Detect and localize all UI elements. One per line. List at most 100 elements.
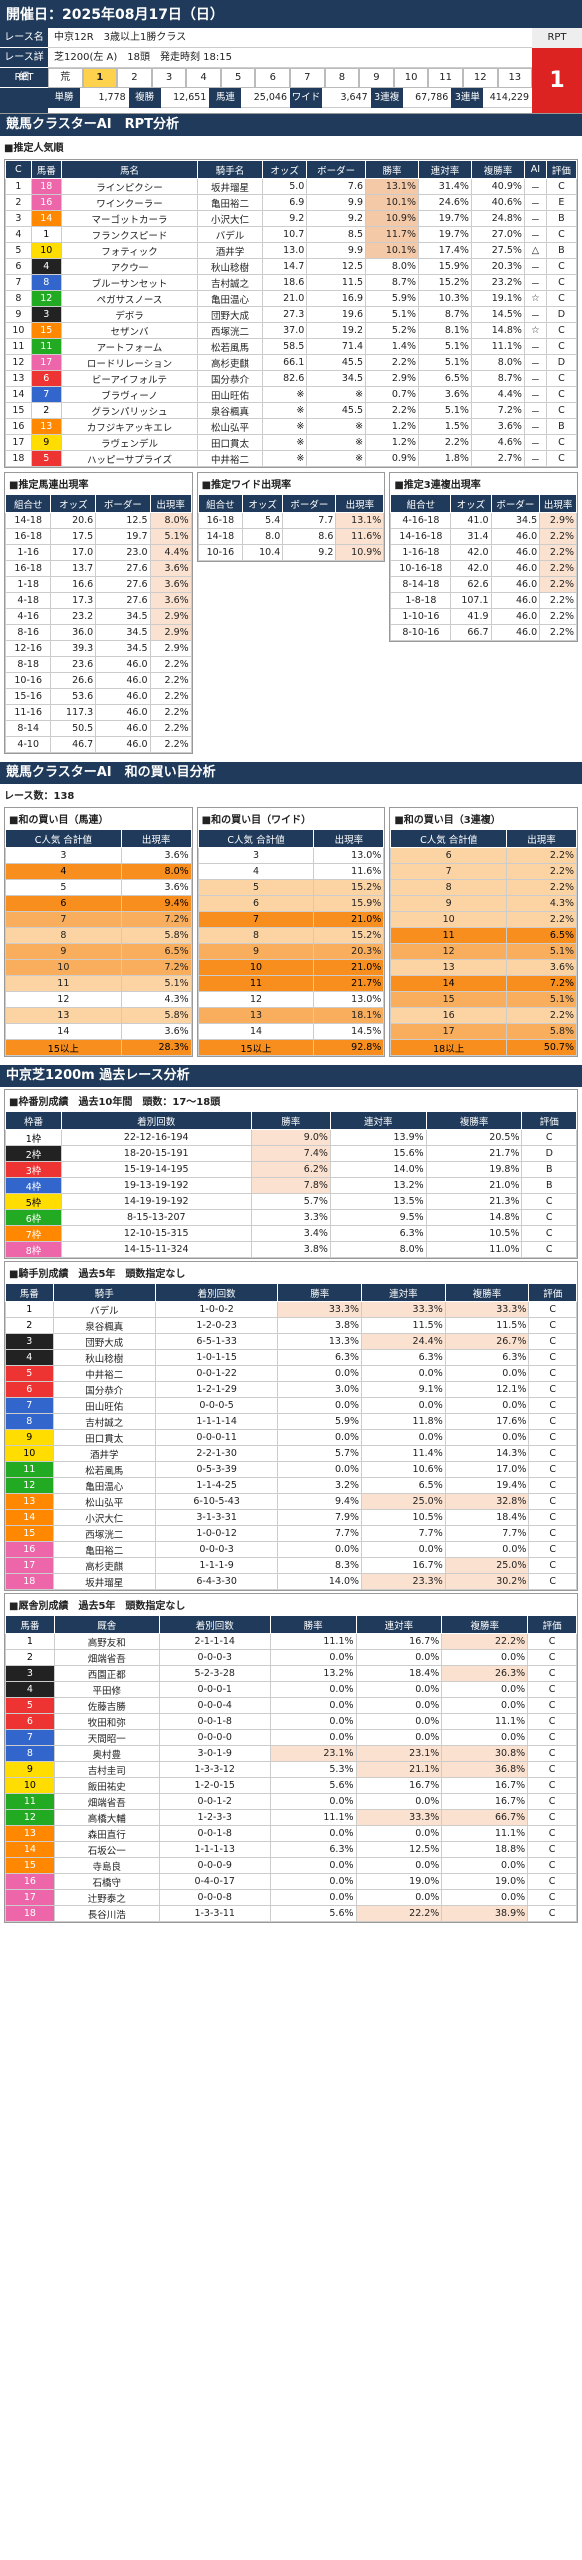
table-cell: 11 bbox=[5, 1793, 55, 1810]
table-row: 4-16-18 41.0 34.5 2.9% bbox=[390, 512, 578, 529]
payout-type: 3連単 bbox=[451, 88, 484, 108]
table-cell: 46.0 bbox=[95, 704, 151, 721]
table-cell: 8.3% bbox=[277, 1557, 363, 1574]
table-cell: 8.0% bbox=[120, 863, 192, 880]
table-row: 5 佐藤吉勝 0-0-0-4 0.0% 0.0% 0.0% C bbox=[5, 1697, 577, 1714]
table-cell: 2.2% bbox=[539, 560, 578, 577]
table-row: 2 16 ワインクーラー 亀田裕二 6.9 9.9 10.1% 24.6% 40.6% － E bbox=[5, 194, 578, 211]
table-cell: 森田直行 bbox=[53, 1825, 160, 1842]
table-cell: 0.0% bbox=[444, 1429, 530, 1446]
column-header: 評価 bbox=[545, 160, 578, 179]
table-cell: 2.2% bbox=[149, 720, 192, 737]
table-cell: 9 bbox=[30, 434, 62, 451]
table-cell: ラヴェンデル bbox=[60, 434, 199, 451]
table-cell: 31.4% bbox=[418, 178, 472, 195]
column-header: 組合せ bbox=[4, 494, 52, 513]
payout-value: 3,647 bbox=[322, 88, 371, 108]
table-cell: 15.9% bbox=[313, 895, 385, 912]
table-cell: 6 bbox=[197, 895, 315, 912]
table-cell: 0-5-3-39 bbox=[154, 1461, 279, 1478]
table-cell: 4-18 bbox=[4, 592, 52, 609]
table-cell: 5 bbox=[5, 1365, 54, 1382]
table-row: 8-14-18 62.6 46.0 2.2% bbox=[390, 576, 578, 593]
table-cell: 11.1% bbox=[269, 1809, 357, 1826]
race-name: 中京12R 3歳以上1勝クラス bbox=[48, 28, 532, 48]
table-cell: 7 bbox=[5, 911, 122, 928]
table-cell: ペガサスノース bbox=[60, 290, 199, 307]
table-cell: 33.3% bbox=[277, 1301, 363, 1318]
table-cell: 50.5 bbox=[50, 720, 97, 737]
table-cell: 1.5% bbox=[418, 418, 472, 435]
table-cell: 2.2% bbox=[539, 608, 578, 625]
table-cell: 5.2% bbox=[365, 322, 419, 339]
column-header: 出現率 bbox=[539, 494, 578, 513]
label-race-name: レース名 bbox=[0, 28, 48, 48]
table-cell: 0.0% bbox=[361, 1365, 446, 1382]
table-cell: 17.5 bbox=[50, 528, 97, 545]
table-cell: 2.2% bbox=[418, 434, 472, 451]
table-cell: 11.0% bbox=[425, 1241, 523, 1258]
table-cell: 41.9 bbox=[450, 608, 492, 625]
table-cell: 16 bbox=[5, 418, 32, 435]
table-cell: 11.5% bbox=[361, 1317, 446, 1334]
table-cell: 11.4% bbox=[361, 1445, 446, 1462]
table-cell: 46.0 bbox=[490, 592, 541, 609]
table-cell: 4-10 bbox=[4, 736, 52, 753]
column-header: 連対率 bbox=[329, 1111, 427, 1130]
table-cell: 3 bbox=[5, 1665, 55, 1682]
table-cell: 8.7% bbox=[470, 370, 525, 387]
table-cell: ※ bbox=[261, 418, 308, 435]
rpt-value: 13 bbox=[497, 68, 533, 88]
table-cell: 34.5 bbox=[95, 640, 151, 657]
table-cell: 25.0% bbox=[361, 1493, 446, 1510]
table-cell: 6.2% bbox=[250, 1161, 331, 1178]
table-cell: 15 bbox=[5, 1857, 55, 1874]
table-cell: △ bbox=[523, 242, 547, 259]
table-cell: 19.6 bbox=[306, 306, 367, 323]
wa-table: C人気 合計値 出現率 6 2.2% 7 2.2% 8 2.2% 9 4.3% 10 2.2% 11 6.… bbox=[390, 829, 578, 1056]
table-cell: 14.7 bbox=[261, 258, 308, 275]
table-cell: 2 bbox=[5, 194, 32, 211]
table-cell: 9.5% bbox=[329, 1209, 427, 1226]
rpt-value: 3 bbox=[151, 68, 187, 88]
table-cell: 41.0 bbox=[450, 512, 492, 529]
table-cell: 0.0% bbox=[269, 1681, 357, 1698]
table-cell: 23.3% bbox=[361, 1573, 446, 1590]
table-cell: 5.9% bbox=[365, 290, 419, 307]
table-cell: － bbox=[523, 226, 547, 243]
table-cell: 5.6% bbox=[269, 1777, 357, 1794]
table-cell: 11.1% bbox=[269, 1633, 357, 1650]
table-cell: 19.1% bbox=[470, 290, 525, 307]
table-cell: 58.5 bbox=[261, 338, 308, 355]
table-cell: 12 bbox=[30, 290, 62, 307]
table-cell: 0.0% bbox=[277, 1461, 363, 1478]
payout-type: 3連複 bbox=[370, 88, 403, 108]
table-cell: 15.2% bbox=[313, 927, 385, 944]
table-row: 8-14 50.5 46.0 2.2% bbox=[4, 720, 192, 737]
table-cell: 46.7 bbox=[50, 736, 97, 753]
table-cell: 6.3% bbox=[269, 1841, 357, 1858]
table-cell: 6.3% bbox=[444, 1349, 530, 1366]
table-cell: 5.1% bbox=[120, 975, 192, 992]
table-cell: 7.2% bbox=[470, 402, 525, 419]
table-cell: C bbox=[545, 258, 578, 275]
table-cell: 0.0% bbox=[269, 1793, 357, 1810]
table-cell: 6 bbox=[30, 370, 62, 387]
trainer-title: ■厩舎別成績 過去5年 頭数指定なし bbox=[9, 1601, 186, 1612]
table-row: 10 7.2% bbox=[5, 959, 192, 976]
table-cell: 14-16-18 bbox=[390, 528, 452, 545]
table-row: 10 21.0% bbox=[197, 959, 385, 976]
table-cell: 0-0-1-8 bbox=[158, 1825, 271, 1842]
table-cell: 13.3% bbox=[277, 1333, 363, 1350]
table-cell: 46.0 bbox=[490, 560, 541, 577]
table-row: 9 20.3% bbox=[197, 943, 385, 960]
table-cell: 団野大成 bbox=[52, 1333, 156, 1350]
table-cell: C bbox=[521, 1129, 577, 1146]
table-cell: 田口貫太 bbox=[52, 1429, 156, 1446]
table-cell: 6.5% bbox=[506, 927, 578, 944]
table-row: 16-18 13.7 27.6 3.6% bbox=[4, 560, 192, 577]
table-row: 14 7.2% bbox=[390, 975, 578, 992]
table-cell: 18.4% bbox=[355, 1665, 443, 1682]
table-cell: 6.3% bbox=[277, 1349, 363, 1366]
table-row: 14 7 ブラヴィーノ 田山旺佑 ※ ※ 0.7% 3.6% 4.4% － C bbox=[5, 386, 578, 403]
